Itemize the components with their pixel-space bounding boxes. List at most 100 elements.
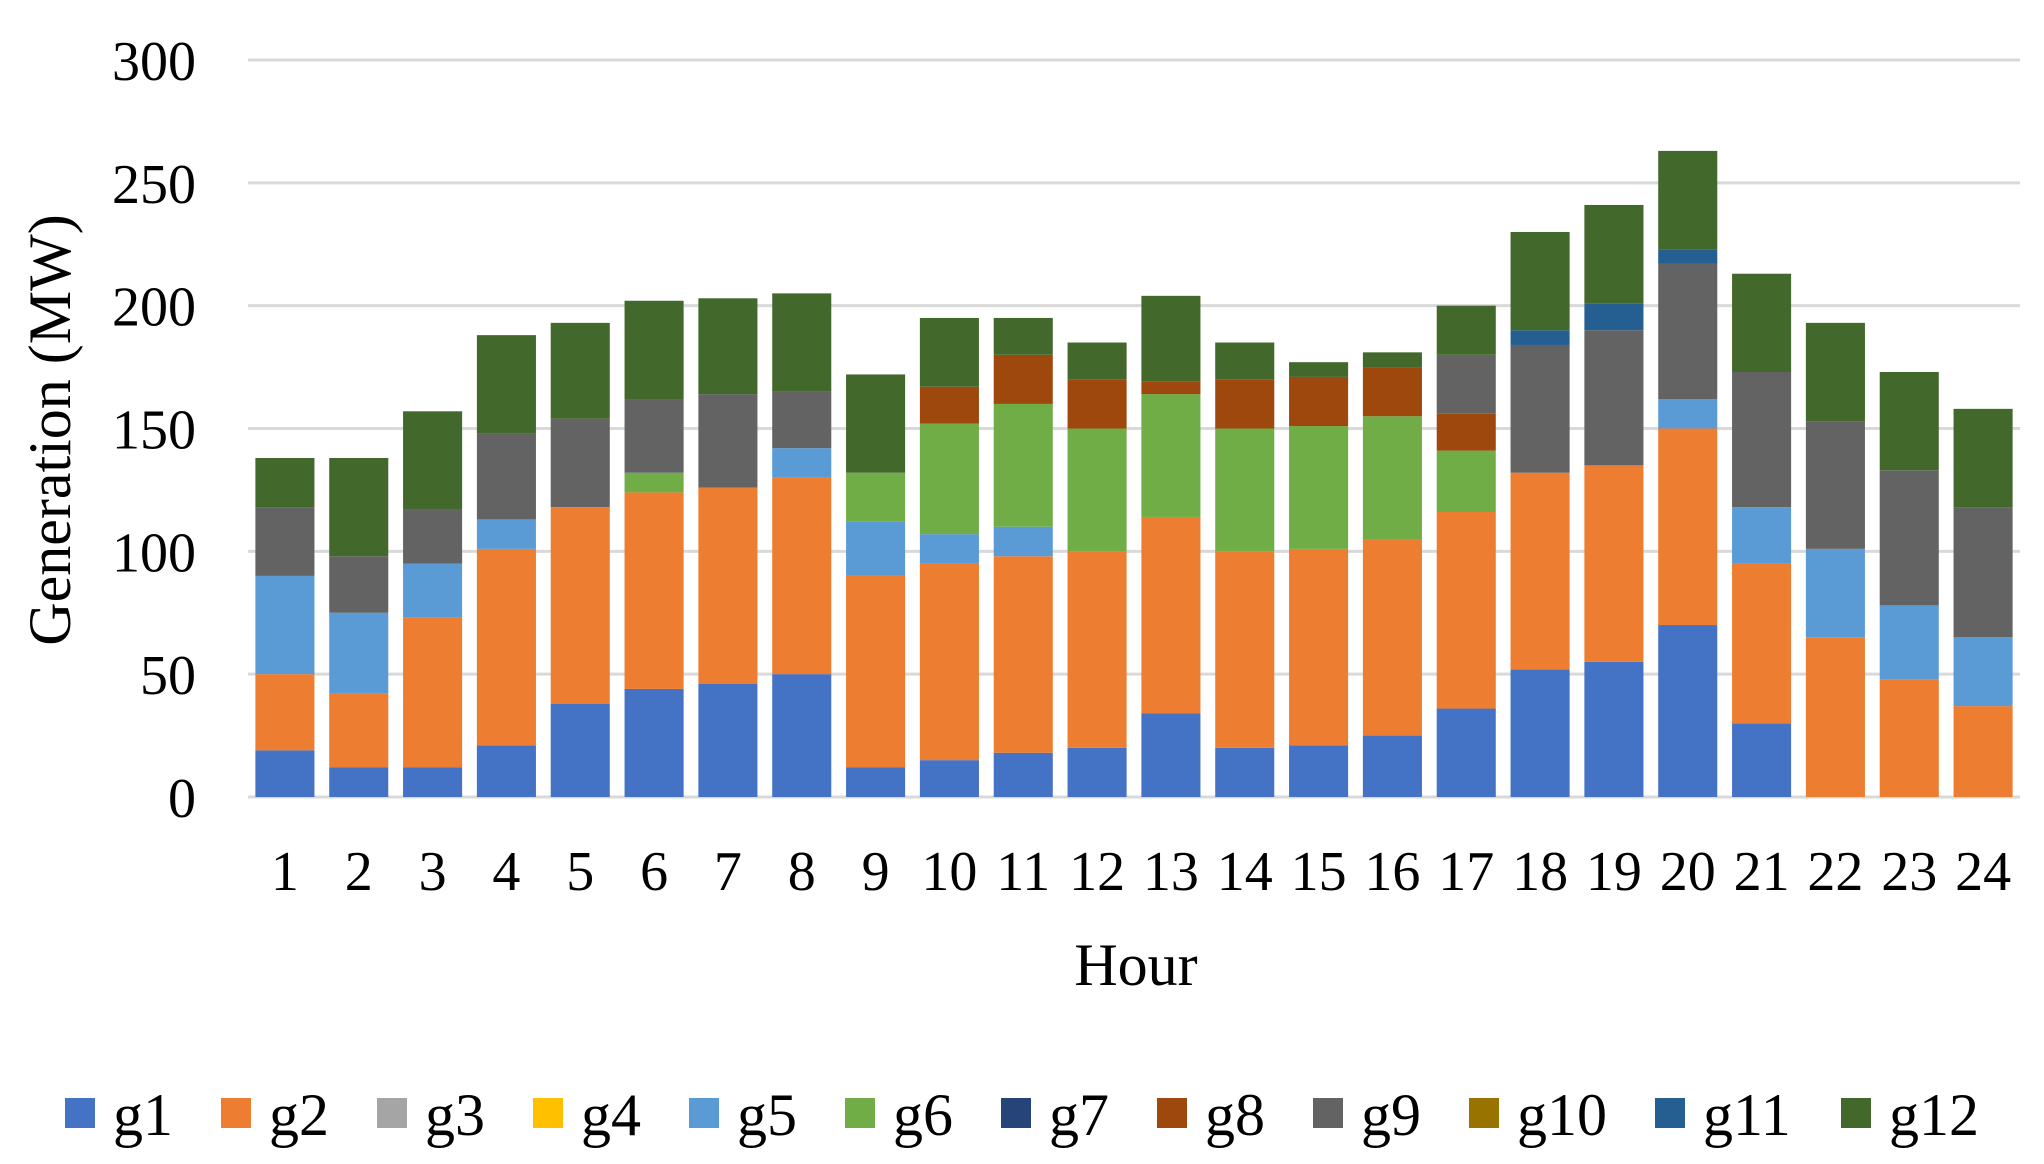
bar-g1-hour-2 bbox=[329, 767, 389, 797]
bar-g2-hour-21 bbox=[1732, 563, 1792, 724]
bar-g2-hour-8 bbox=[772, 477, 832, 675]
bar-g12-hour-13 bbox=[1141, 295, 1201, 382]
bar-g5-hour-24 bbox=[1953, 637, 2013, 707]
bar-g6-hour-10 bbox=[919, 423, 979, 535]
bar-g2-hour-6 bbox=[624, 492, 684, 689]
legend-item-g3: g3 bbox=[377, 1082, 485, 1148]
bar-g5-hour-23 bbox=[1879, 605, 1939, 680]
x-tick-label: 24 bbox=[1955, 841, 2011, 903]
y-tick-label: 0 bbox=[168, 768, 196, 830]
legend-item-g1: g1 bbox=[65, 1082, 173, 1148]
legend-item-g4: g4 bbox=[533, 1082, 641, 1148]
x-tick-label: 8 bbox=[788, 841, 816, 903]
bar-stack-hour-21 bbox=[1732, 273, 1792, 797]
bar-g5-hour-20 bbox=[1658, 399, 1718, 429]
bar-g5-hour-3 bbox=[403, 563, 463, 618]
bar-g8-hour-13 bbox=[1141, 381, 1201, 395]
bar-g12-hour-5 bbox=[550, 322, 610, 419]
bar-g2-hour-19 bbox=[1584, 465, 1644, 662]
bar-stack-hour-23 bbox=[1879, 371, 1939, 797]
bar-g12-hour-21 bbox=[1732, 273, 1792, 372]
bar-g6-hour-15 bbox=[1289, 426, 1349, 549]
y-tick-label: 300 bbox=[112, 31, 196, 93]
bar-g12-hour-12 bbox=[1067, 342, 1127, 380]
legend-swatch-g5 bbox=[689, 1098, 719, 1128]
bar-g12-hour-11 bbox=[993, 317, 1053, 355]
y-tick-labels: 0 50 100 150 200 250 300 bbox=[112, 31, 196, 830]
y-tick-label: 250 bbox=[112, 154, 196, 216]
bar-g5-hour-8 bbox=[772, 448, 832, 478]
bar-g12-hour-14 bbox=[1215, 342, 1275, 380]
bar-g5-hour-22 bbox=[1805, 548, 1865, 638]
bar-g12-hour-17 bbox=[1436, 305, 1496, 355]
bar-g2-hour-23 bbox=[1879, 679, 1939, 797]
bar-g2-hour-16 bbox=[1362, 539, 1422, 736]
x-axis-title: Hour bbox=[1074, 932, 1197, 998]
bar-g12-hour-2 bbox=[329, 457, 389, 557]
bar-g9-hour-23 bbox=[1879, 470, 1939, 606]
bar-g8-hour-17 bbox=[1436, 413, 1496, 451]
bar-g1-hour-8 bbox=[772, 674, 832, 797]
bar-g9-hour-3 bbox=[403, 509, 463, 564]
bar-g1-hour-4 bbox=[476, 745, 536, 797]
x-tick-label: 13 bbox=[1143, 841, 1199, 903]
bar-g11-hour-20 bbox=[1658, 249, 1718, 264]
legend-item-g6: g6 bbox=[845, 1082, 953, 1148]
bar-stack-hour-3 bbox=[403, 411, 463, 797]
legend-swatch-g2 bbox=[221, 1098, 251, 1128]
legend-label-g10: g10 bbox=[1517, 1082, 1607, 1148]
bar-g12-hour-22 bbox=[1805, 322, 1865, 422]
bar-stack-hour-12 bbox=[1067, 342, 1127, 797]
bar-g2-hour-13 bbox=[1141, 516, 1201, 714]
bar-g6-hour-6 bbox=[624, 472, 684, 493]
bar-g1-hour-20 bbox=[1658, 625, 1718, 797]
x-tick-label: 3 bbox=[419, 841, 447, 903]
bar-g8-hour-12 bbox=[1067, 379, 1127, 429]
legend-item-g5: g5 bbox=[689, 1082, 797, 1148]
x-tick-label: 9 bbox=[862, 841, 890, 903]
bar-g8-hour-10 bbox=[919, 386, 979, 424]
bar-g1-hour-16 bbox=[1362, 735, 1422, 797]
legend-item-g2: g2 bbox=[221, 1082, 329, 1148]
bar-stack-hour-17 bbox=[1436, 305, 1496, 797]
bar-g2-hour-15 bbox=[1289, 548, 1349, 746]
gridlines bbox=[248, 58, 2020, 799]
bar-g2-hour-5 bbox=[550, 507, 610, 704]
bar-g12-hour-18 bbox=[1510, 231, 1570, 331]
bar-stack-hour-9 bbox=[846, 374, 906, 797]
x-tick-label: 18 bbox=[1512, 841, 1568, 903]
bar-g9-hour-5 bbox=[550, 418, 610, 508]
bar-g6-hour-9 bbox=[846, 472, 906, 522]
bar-g1-hour-6 bbox=[624, 688, 684, 797]
bar-g12-hour-8 bbox=[772, 293, 832, 392]
bar-g9-hour-21 bbox=[1732, 371, 1792, 508]
bar-g1-hour-11 bbox=[993, 752, 1053, 797]
legend-label-g2: g2 bbox=[269, 1082, 329, 1148]
bar-g12-hour-15 bbox=[1289, 362, 1349, 377]
bar-g12-hour-1 bbox=[255, 457, 315, 508]
bar-g2-hour-3 bbox=[403, 617, 463, 768]
bar-g1-hour-19 bbox=[1584, 661, 1644, 797]
bar-stack-hour-13 bbox=[1141, 295, 1201, 797]
bar-stack-hour-7 bbox=[698, 298, 758, 797]
bar-g12-hour-4 bbox=[476, 335, 536, 434]
legend-item-g9: g9 bbox=[1313, 1082, 1421, 1148]
bar-g9-hour-18 bbox=[1510, 344, 1570, 473]
x-tick-labels: 1 2 3 4 5 6 7 8 9 10 11 12 13 14 15 16 17 18 19 20 21 22 23 24 bbox=[271, 841, 2011, 903]
legend-label-g3: g3 bbox=[425, 1082, 485, 1148]
legend-swatch-g12 bbox=[1841, 1098, 1871, 1128]
bar-g9-hour-8 bbox=[772, 391, 832, 449]
bar-g2-hour-4 bbox=[476, 548, 536, 746]
bar-g2-hour-10 bbox=[919, 563, 979, 761]
bar-g2-hour-11 bbox=[993, 556, 1053, 753]
bar-g8-hour-15 bbox=[1289, 376, 1349, 427]
bar-stack-hour-19 bbox=[1584, 204, 1644, 797]
legend-item-g7: g7 bbox=[1001, 1082, 1109, 1148]
bar-stack-hour-20 bbox=[1658, 150, 1718, 797]
bar-g6-hour-11 bbox=[993, 403, 1053, 527]
legend-item-g12: g12 bbox=[1841, 1082, 1979, 1148]
bar-g2-hour-9 bbox=[846, 575, 906, 768]
legend-label-g12: g12 bbox=[1889, 1082, 1979, 1148]
y-tick-label: 100 bbox=[112, 522, 196, 584]
bar-g6-hour-12 bbox=[1067, 428, 1127, 552]
